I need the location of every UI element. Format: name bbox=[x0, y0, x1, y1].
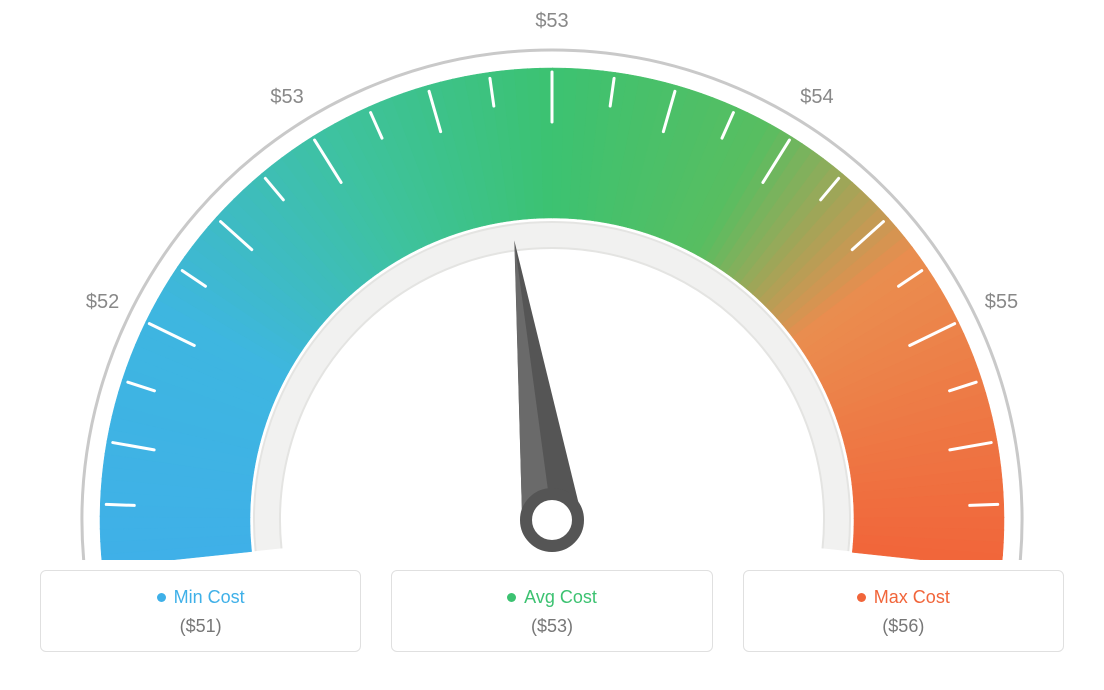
tick-label: $54 bbox=[800, 86, 833, 108]
tick-label: $53 bbox=[535, 10, 568, 32]
legend-dot-avg bbox=[507, 593, 516, 602]
legend-value-min: ($51) bbox=[51, 616, 350, 637]
tick-label: $55 bbox=[985, 291, 1018, 313]
legend-min: Min Cost ($51) bbox=[40, 570, 361, 652]
gauge-chart: $51$52$53$53$54$55$56 bbox=[0, 0, 1104, 560]
legend-dot-min bbox=[157, 593, 166, 602]
legend-row: Min Cost ($51) Avg Cost ($53) Max Cost (… bbox=[0, 570, 1104, 652]
needle-hub bbox=[526, 494, 578, 546]
legend-label-min: Min Cost bbox=[174, 587, 245, 608]
gauge-svg: $51$52$53$53$54$55$56 bbox=[0, 0, 1104, 560]
legend-label-avg: Avg Cost bbox=[524, 587, 597, 608]
legend-label-max: Max Cost bbox=[874, 587, 950, 608]
legend-value-avg: ($53) bbox=[402, 616, 701, 637]
legend-avg: Avg Cost ($53) bbox=[391, 570, 712, 652]
legend-dot-max bbox=[857, 593, 866, 602]
tick-label: $53 bbox=[270, 86, 303, 108]
legend-value-max: ($56) bbox=[754, 616, 1053, 637]
tick-label: $52 bbox=[86, 291, 119, 313]
legend-max: Max Cost ($56) bbox=[743, 570, 1064, 652]
